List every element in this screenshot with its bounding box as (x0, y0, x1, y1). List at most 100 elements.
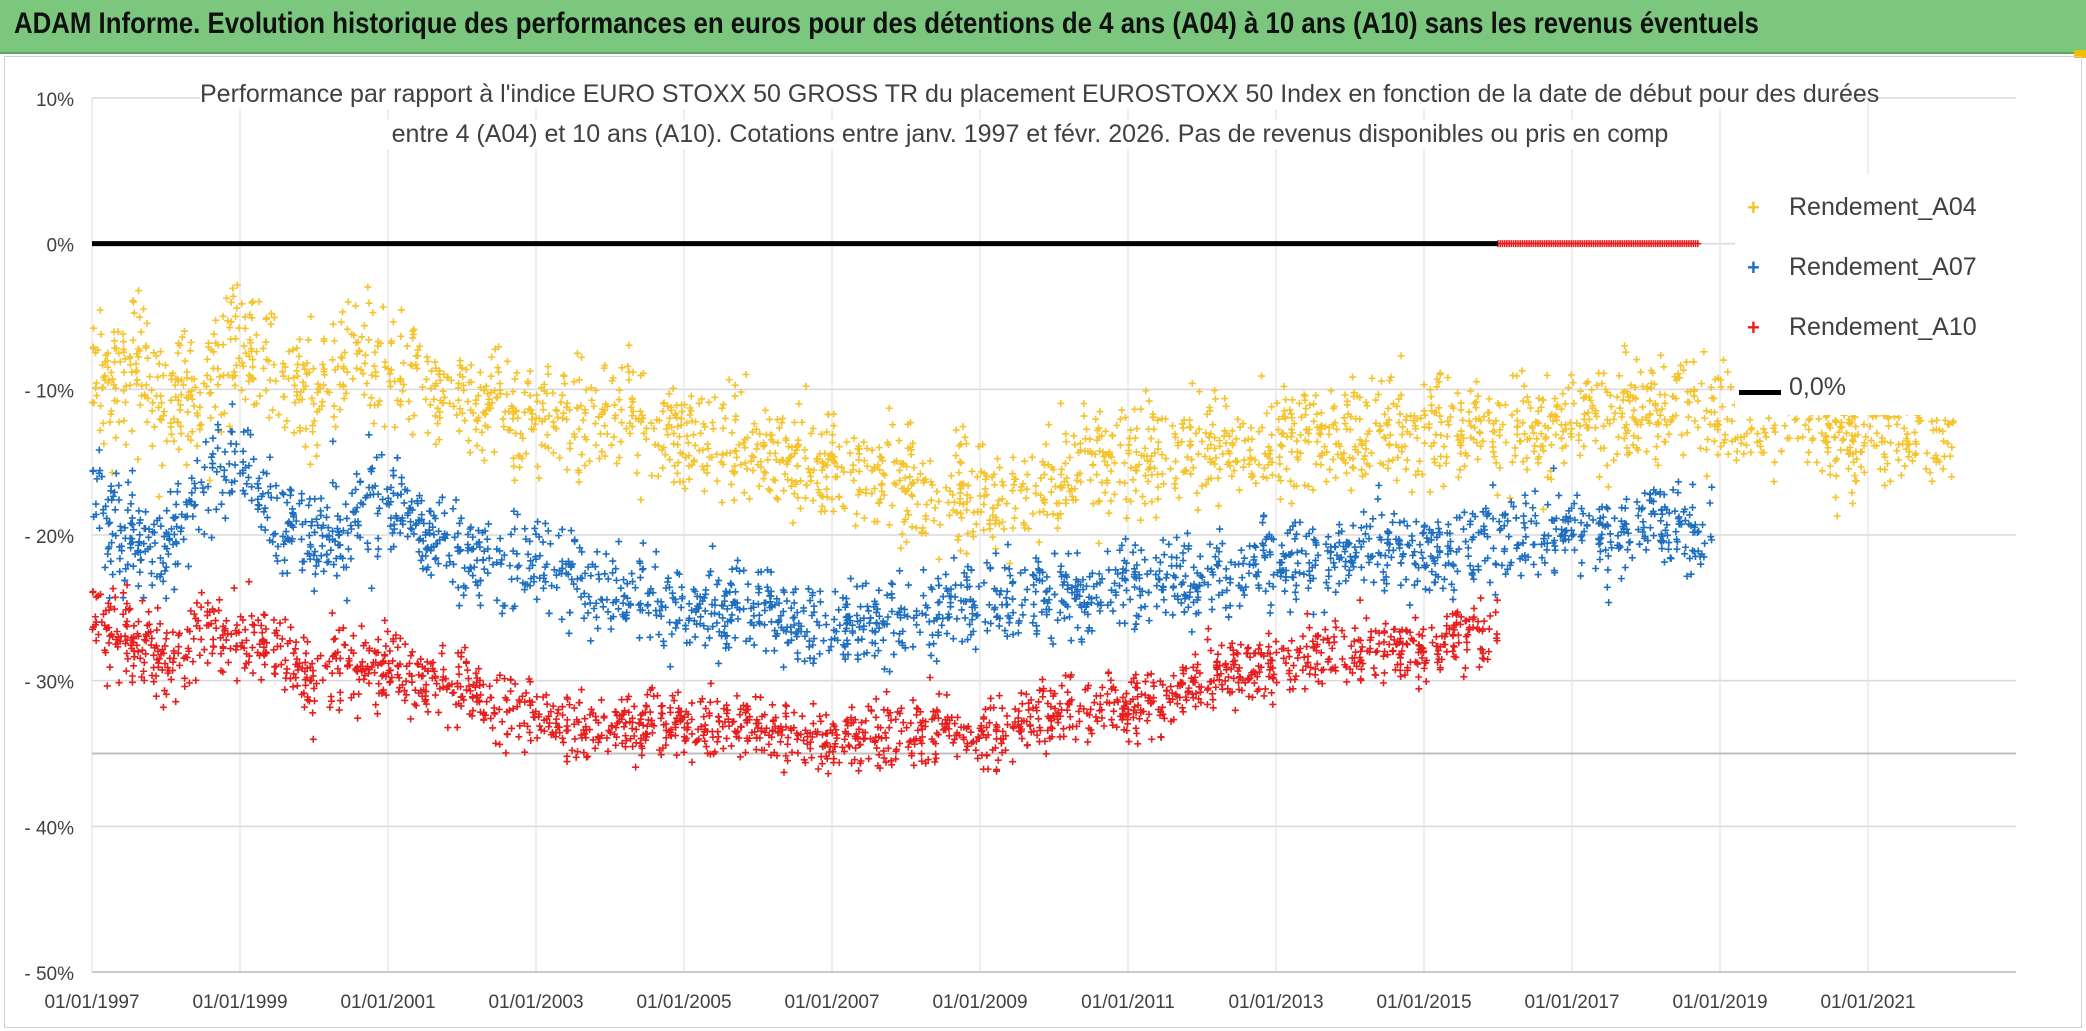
point-rendement-a04 (1591, 424, 1599, 432)
point-rendement-a07 (140, 524, 148, 532)
point-rendement-a04 (1127, 426, 1135, 434)
point-rendement-a04 (1258, 372, 1266, 380)
point-rendement-a04 (677, 415, 685, 423)
point-rendement-a04 (1297, 413, 1305, 421)
point-rendement-a04 (973, 473, 981, 481)
point-rendement-a07 (636, 634, 644, 642)
point-rendement-a04 (112, 434, 120, 442)
point-rendement-a04 (1387, 373, 1395, 381)
point-rendement-a04 (880, 491, 888, 499)
point-rendement-a04 (1302, 405, 1310, 413)
point-rendement-a04 (296, 335, 304, 343)
point-rendement-a07 (228, 400, 236, 408)
point-rendement-a04 (1000, 525, 1008, 533)
point-rendement-a04 (174, 349, 182, 357)
point-rendement-a04 (426, 401, 434, 409)
point-rendement-a04 (232, 361, 240, 369)
point-rendement-a07 (987, 619, 995, 627)
point-rendement-a07 (1153, 602, 1161, 610)
point-rendement-a04 (193, 442, 201, 450)
point-rendement-a04 (1095, 433, 1103, 441)
point-rendement-a07 (713, 619, 721, 627)
point-rendement-a04 (1118, 406, 1126, 414)
point-rendement-a04 (1805, 426, 1813, 434)
point-rendement-a04 (245, 371, 253, 379)
point-rendement-a04 (1073, 476, 1081, 484)
point-rendement-a07 (857, 603, 865, 611)
point-rendement-a04 (1580, 394, 1588, 402)
point-rendement-a04 (184, 408, 192, 416)
point-rendement-a04 (982, 475, 990, 483)
point-rendement-a04 (718, 404, 726, 412)
point-rendement-a07 (1309, 610, 1317, 618)
point-rendement-a07 (220, 466, 228, 474)
point-rendement-a04 (823, 461, 831, 469)
point-rendement-a07 (1131, 541, 1139, 549)
point-rendement-a04 (272, 377, 280, 385)
point-rendement-a04 (952, 452, 960, 460)
point-rendement-a04 (998, 478, 1006, 486)
point-rendement-a04 (194, 412, 202, 420)
point-rendement-a07 (1396, 519, 1404, 527)
point-rendement-a04 (450, 402, 458, 410)
point-rendement-a04 (1280, 407, 1288, 415)
point-rendement-a07 (1109, 607, 1117, 615)
point-rendement-a04 (399, 387, 407, 395)
point-rendement-a04 (1895, 413, 1903, 421)
point-rendement-a04 (575, 478, 583, 486)
point-rendement-a04 (1009, 524, 1017, 532)
point-rendement-a07 (460, 591, 468, 599)
point-rendement-a07 (225, 460, 233, 468)
point-rendement-a04 (1746, 416, 1754, 424)
point-rendement-a04 (1823, 438, 1831, 446)
point-rendement-a07 (668, 630, 676, 638)
point-rendement-a07 (1636, 540, 1644, 548)
point-rendement-a04 (1385, 457, 1393, 465)
point-rendement-a04 (626, 419, 634, 427)
point-rendement-a04 (1297, 431, 1305, 439)
point-rendement-a07 (1182, 572, 1189, 580)
point-rendement-a04 (1721, 431, 1729, 439)
point-rendement-a04 (1246, 446, 1254, 454)
point-rendement-a04 (219, 372, 227, 380)
point-rendement-a07 (286, 491, 294, 499)
point-rendement-a04 (1560, 459, 1568, 467)
point-rendement-a04 (1137, 516, 1145, 524)
point-rendement-a07 (916, 628, 924, 636)
point-rendement-a04 (1426, 488, 1434, 496)
point-rendement-a04 (1276, 460, 1284, 468)
point-rendement-a07 (1043, 573, 1051, 581)
point-rendement-a04 (626, 430, 634, 438)
point-rendement-a07 (927, 651, 935, 659)
point-rendement-a04 (1135, 461, 1143, 469)
point-rendement-a04 (1107, 497, 1115, 505)
point-rendement-a04 (1350, 464, 1358, 472)
point-rendement-a07 (479, 556, 487, 564)
point-rendement-a04 (1465, 408, 1473, 416)
point-rendement-a04 (784, 476, 792, 484)
point-rendement-a04 (923, 500, 931, 508)
point-rendement-a07 (425, 507, 433, 515)
point-rendement-a04 (1283, 465, 1291, 473)
point-rendement-a04 (1805, 416, 1813, 424)
point-rendement-a04 (595, 413, 603, 421)
point-rendement-a07 (1030, 612, 1038, 620)
point-rendement-a04 (1443, 453, 1451, 461)
point-rendement-a07 (1006, 572, 1014, 580)
point-rendement-a04 (1416, 457, 1424, 465)
point-rendement-a04 (1327, 387, 1335, 395)
point-rendement-a07 (1578, 559, 1586, 567)
point-rendement-a04 (369, 309, 377, 317)
point-rendement-a07 (1177, 599, 1185, 607)
point-rendement-a04 (1263, 409, 1271, 417)
point-rendement-a04 (946, 487, 954, 495)
point-rendement-a07 (913, 621, 921, 629)
point-rendement-a07 (473, 556, 481, 564)
point-rendement-a07 (1673, 545, 1681, 553)
point-rendement-a04 (374, 401, 382, 409)
point-rendement-a04 (1011, 475, 1019, 483)
point-rendement-a07 (199, 484, 207, 492)
point-rendement-a07 (1188, 628, 1196, 636)
point-rendement-a04 (1700, 348, 1708, 356)
point-rendement-a07 (1057, 562, 1065, 570)
